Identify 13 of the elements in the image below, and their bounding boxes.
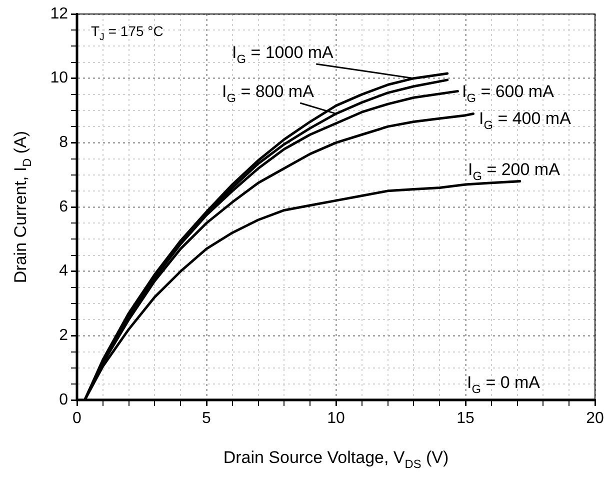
y-tick-label: 4 [59, 262, 68, 280]
x-tick-label: 5 [202, 410, 212, 428]
y-axis-title: Drain Current, ID (A) [11, 130, 34, 284]
y-tick-label: 2 [59, 327, 68, 344]
y-tick-label: 0 [59, 391, 68, 408]
y-tick-label: 12 [50, 5, 68, 22]
y-tick-label: 6 [59, 198, 68, 216]
x-tick-label: 10 [327, 410, 345, 428]
y-tick-label: 10 [50, 70, 68, 87]
x-tick-label: 20 [586, 410, 604, 428]
y-tick-label: 8 [59, 134, 68, 152]
x-tick-label: 0 [72, 410, 82, 428]
x-tick-label: 15 [456, 410, 474, 428]
